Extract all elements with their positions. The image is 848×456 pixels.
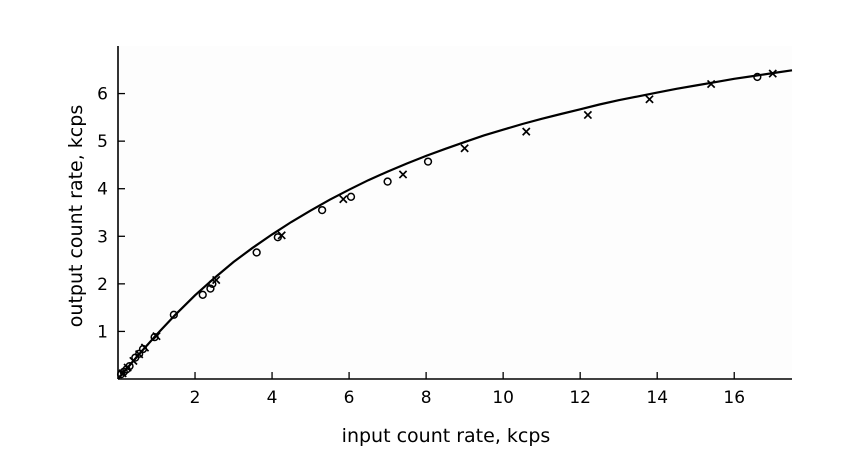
data-point-circle <box>206 284 215 293</box>
data-point-cross <box>134 350 144 359</box>
data-point-cross <box>398 170 408 179</box>
x-tick-label: 2 <box>190 388 201 408</box>
data-point-cross <box>768 69 777 78</box>
y-tick-label: 2 <box>97 275 108 295</box>
y-axis-title: output count rate, kcps <box>65 105 87 327</box>
x-tick-label: 10 <box>492 388 514 408</box>
y-tick-label: 3 <box>97 227 108 247</box>
data-point-circle <box>317 205 327 215</box>
x-tick-label: 14 <box>646 388 668 408</box>
data-point-cross <box>522 127 531 136</box>
data-point-cross <box>706 79 716 89</box>
data-point-cross <box>277 231 286 240</box>
data-point-circle <box>753 72 762 82</box>
data-point-cross <box>152 331 161 341</box>
y-tick-label: 5 <box>97 132 108 152</box>
data-point-cross <box>140 343 150 352</box>
x-axis-title: input count rate, kcps <box>342 425 551 447</box>
x-tick-label: 8 <box>421 388 432 408</box>
data-point-circle <box>208 279 217 289</box>
data-point-circle <box>383 177 392 186</box>
data-point-circle <box>346 192 356 201</box>
data-points <box>116 69 777 379</box>
y-tick-label: 1 <box>97 322 108 342</box>
x-tick-label: 16 <box>723 388 745 408</box>
data-point-circle <box>169 310 178 319</box>
y-tick-label: 4 <box>97 180 108 200</box>
data-point-cross <box>583 110 593 120</box>
x-tick-label: 6 <box>344 388 355 408</box>
data-point-cross <box>123 363 132 372</box>
plot-area <box>118 46 792 379</box>
data-point-cross <box>129 356 138 366</box>
data-point-cross <box>460 144 469 153</box>
fit-curve <box>117 69 793 380</box>
data-point-cross <box>339 194 348 204</box>
x-tick-label: 4 <box>267 388 278 408</box>
data-point-circle <box>252 248 261 257</box>
data-point-cross <box>645 95 654 104</box>
data-point-circle <box>198 290 207 299</box>
y-tick-label: 6 <box>97 85 108 105</box>
data-point-cross <box>212 275 221 285</box>
data-point-circle <box>273 233 282 242</box>
data-point-circle <box>423 157 433 166</box>
x-tick-label: 12 <box>569 388 591 408</box>
